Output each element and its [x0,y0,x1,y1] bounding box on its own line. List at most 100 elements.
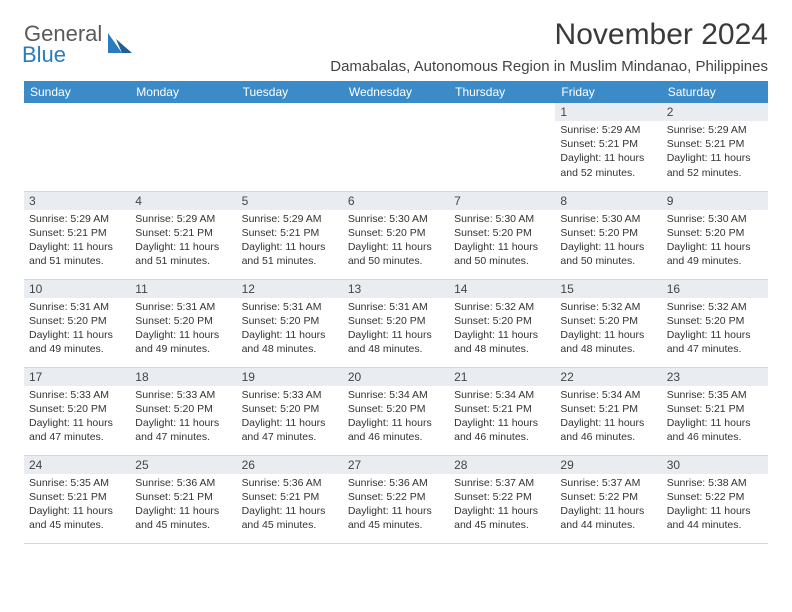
sunrise-line: Sunrise: 5:35 AM [667,388,763,402]
day-details: Sunrise: 5:31 AMSunset: 5:20 PMDaylight:… [343,298,449,361]
sunset-line: Sunset: 5:20 PM [242,402,338,416]
calendar-week-row: 10Sunrise: 5:31 AMSunset: 5:20 PMDayligh… [24,279,768,367]
sunset-line: Sunset: 5:22 PM [454,490,550,504]
calendar-week-row: 1Sunrise: 5:29 AMSunset: 5:21 PMDaylight… [24,103,768,191]
daylight-line: Daylight: 11 hours and 50 minutes. [560,240,656,268]
calendar-day-cell: 24Sunrise: 5:35 AMSunset: 5:21 PMDayligh… [24,455,130,543]
weekday-header: Friday [555,81,661,103]
day-number: 13 [343,280,449,298]
calendar-day-cell: 14Sunrise: 5:32 AMSunset: 5:20 PMDayligh… [449,279,555,367]
sunset-line: Sunset: 5:20 PM [135,402,231,416]
sunrise-line: Sunrise: 5:31 AM [29,300,125,314]
sunset-line: Sunset: 5:22 PM [560,490,656,504]
sunrise-line: Sunrise: 5:29 AM [667,123,763,137]
day-details: Sunrise: 5:29 AMSunset: 5:21 PMDaylight:… [555,121,661,184]
sunset-line: Sunset: 5:22 PM [667,490,763,504]
sunset-line: Sunset: 5:21 PM [242,226,338,240]
day-number: 26 [237,456,343,474]
sunset-line: Sunset: 5:21 PM [29,490,125,504]
calendar-body: 1Sunrise: 5:29 AMSunset: 5:21 PMDaylight… [24,103,768,543]
day-details: Sunrise: 5:29 AMSunset: 5:21 PMDaylight:… [130,210,236,273]
sunset-line: Sunset: 5:21 PM [242,490,338,504]
day-number: 5 [237,192,343,210]
day-number: 15 [555,280,661,298]
sunrise-line: Sunrise: 5:34 AM [560,388,656,402]
calendar-day-cell: 25Sunrise: 5:36 AMSunset: 5:21 PMDayligh… [130,455,236,543]
calendar-day-cell [24,103,130,191]
calendar-header-row: SundayMondayTuesdayWednesdayThursdayFrid… [24,81,768,103]
calendar-day-cell: 21Sunrise: 5:34 AMSunset: 5:21 PMDayligh… [449,367,555,455]
weekday-header: Monday [130,81,236,103]
calendar-day-cell [449,103,555,191]
weekday-header: Tuesday [237,81,343,103]
calendar-day-cell: 6Sunrise: 5:30 AMSunset: 5:20 PMDaylight… [343,191,449,279]
daylight-line: Daylight: 11 hours and 47 minutes. [242,416,338,444]
day-details: Sunrise: 5:34 AMSunset: 5:21 PMDaylight:… [449,386,555,449]
calendar-day-cell: 29Sunrise: 5:37 AMSunset: 5:22 PMDayligh… [555,455,661,543]
sunset-line: Sunset: 5:20 PM [454,314,550,328]
weekday-header: Saturday [662,81,768,103]
sunrise-line: Sunrise: 5:31 AM [242,300,338,314]
day-number: 30 [662,456,768,474]
sunrise-line: Sunrise: 5:30 AM [454,212,550,226]
day-details: Sunrise: 5:30 AMSunset: 5:20 PMDaylight:… [449,210,555,273]
sunset-line: Sunset: 5:21 PM [667,402,763,416]
day-details: Sunrise: 5:32 AMSunset: 5:20 PMDaylight:… [555,298,661,361]
day-details: Sunrise: 5:30 AMSunset: 5:20 PMDaylight:… [343,210,449,273]
sunset-line: Sunset: 5:20 PM [29,314,125,328]
sunrise-line: Sunrise: 5:34 AM [454,388,550,402]
day-details: Sunrise: 5:29 AMSunset: 5:21 PMDaylight:… [24,210,130,273]
day-number: 4 [130,192,236,210]
day-number: 25 [130,456,236,474]
sunrise-line: Sunrise: 5:36 AM [242,476,338,490]
sunset-line: Sunset: 5:21 PM [135,226,231,240]
calendar-day-cell: 12Sunrise: 5:31 AMSunset: 5:20 PMDayligh… [237,279,343,367]
title-block: November 2024 Damabalas, Autonomous Regi… [330,18,768,79]
calendar-day-cell: 11Sunrise: 5:31 AMSunset: 5:20 PMDayligh… [130,279,236,367]
sunset-line: Sunset: 5:21 PM [667,137,763,151]
day-details: Sunrise: 5:36 AMSunset: 5:22 PMDaylight:… [343,474,449,537]
day-details: Sunrise: 5:30 AMSunset: 5:20 PMDaylight:… [662,210,768,273]
calendar-week-row: 3Sunrise: 5:29 AMSunset: 5:21 PMDaylight… [24,191,768,279]
sunrise-line: Sunrise: 5:33 AM [135,388,231,402]
day-details: Sunrise: 5:37 AMSunset: 5:22 PMDaylight:… [449,474,555,537]
daylight-line: Daylight: 11 hours and 47 minutes. [667,328,763,356]
calendar-day-cell [130,103,236,191]
calendar-week-row: 17Sunrise: 5:33 AMSunset: 5:20 PMDayligh… [24,367,768,455]
calendar-day-cell [237,103,343,191]
day-details: Sunrise: 5:31 AMSunset: 5:20 PMDaylight:… [24,298,130,361]
sunset-line: Sunset: 5:21 PM [454,402,550,416]
sunrise-line: Sunrise: 5:36 AM [135,476,231,490]
daylight-line: Daylight: 11 hours and 44 minutes. [667,504,763,532]
sunrise-line: Sunrise: 5:29 AM [242,212,338,226]
day-number: 24 [24,456,130,474]
day-details: Sunrise: 5:38 AMSunset: 5:22 PMDaylight:… [662,474,768,537]
calendar-day-cell: 18Sunrise: 5:33 AMSunset: 5:20 PMDayligh… [130,367,236,455]
daylight-line: Daylight: 11 hours and 45 minutes. [348,504,444,532]
day-details: Sunrise: 5:32 AMSunset: 5:20 PMDaylight:… [662,298,768,361]
sunrise-line: Sunrise: 5:36 AM [348,476,444,490]
day-number: 7 [449,192,555,210]
sunrise-line: Sunrise: 5:32 AM [560,300,656,314]
day-number: 8 [555,192,661,210]
daylight-line: Daylight: 11 hours and 49 minutes. [667,240,763,268]
sunset-line: Sunset: 5:21 PM [135,490,231,504]
sunrise-line: Sunrise: 5:30 AM [667,212,763,226]
calendar-day-cell: 7Sunrise: 5:30 AMSunset: 5:20 PMDaylight… [449,191,555,279]
daylight-line: Daylight: 11 hours and 45 minutes. [29,504,125,532]
sunset-line: Sunset: 5:20 PM [135,314,231,328]
sunrise-line: Sunrise: 5:30 AM [348,212,444,226]
sunset-line: Sunset: 5:20 PM [667,314,763,328]
day-details: Sunrise: 5:31 AMSunset: 5:20 PMDaylight:… [237,298,343,361]
calendar-day-cell: 20Sunrise: 5:34 AMSunset: 5:20 PMDayligh… [343,367,449,455]
day-details: Sunrise: 5:37 AMSunset: 5:22 PMDaylight:… [555,474,661,537]
day-number: 21 [449,368,555,386]
calendar-day-cell: 16Sunrise: 5:32 AMSunset: 5:20 PMDayligh… [662,279,768,367]
page-header: General Blue November 2024 Damabalas, Au… [24,18,768,79]
sunset-line: Sunset: 5:22 PM [348,490,444,504]
calendar-week-row: 24Sunrise: 5:35 AMSunset: 5:21 PMDayligh… [24,455,768,543]
calendar-day-cell [343,103,449,191]
calendar-day-cell: 15Sunrise: 5:32 AMSunset: 5:20 PMDayligh… [555,279,661,367]
daylight-line: Daylight: 11 hours and 50 minutes. [454,240,550,268]
sunset-line: Sunset: 5:20 PM [348,226,444,240]
